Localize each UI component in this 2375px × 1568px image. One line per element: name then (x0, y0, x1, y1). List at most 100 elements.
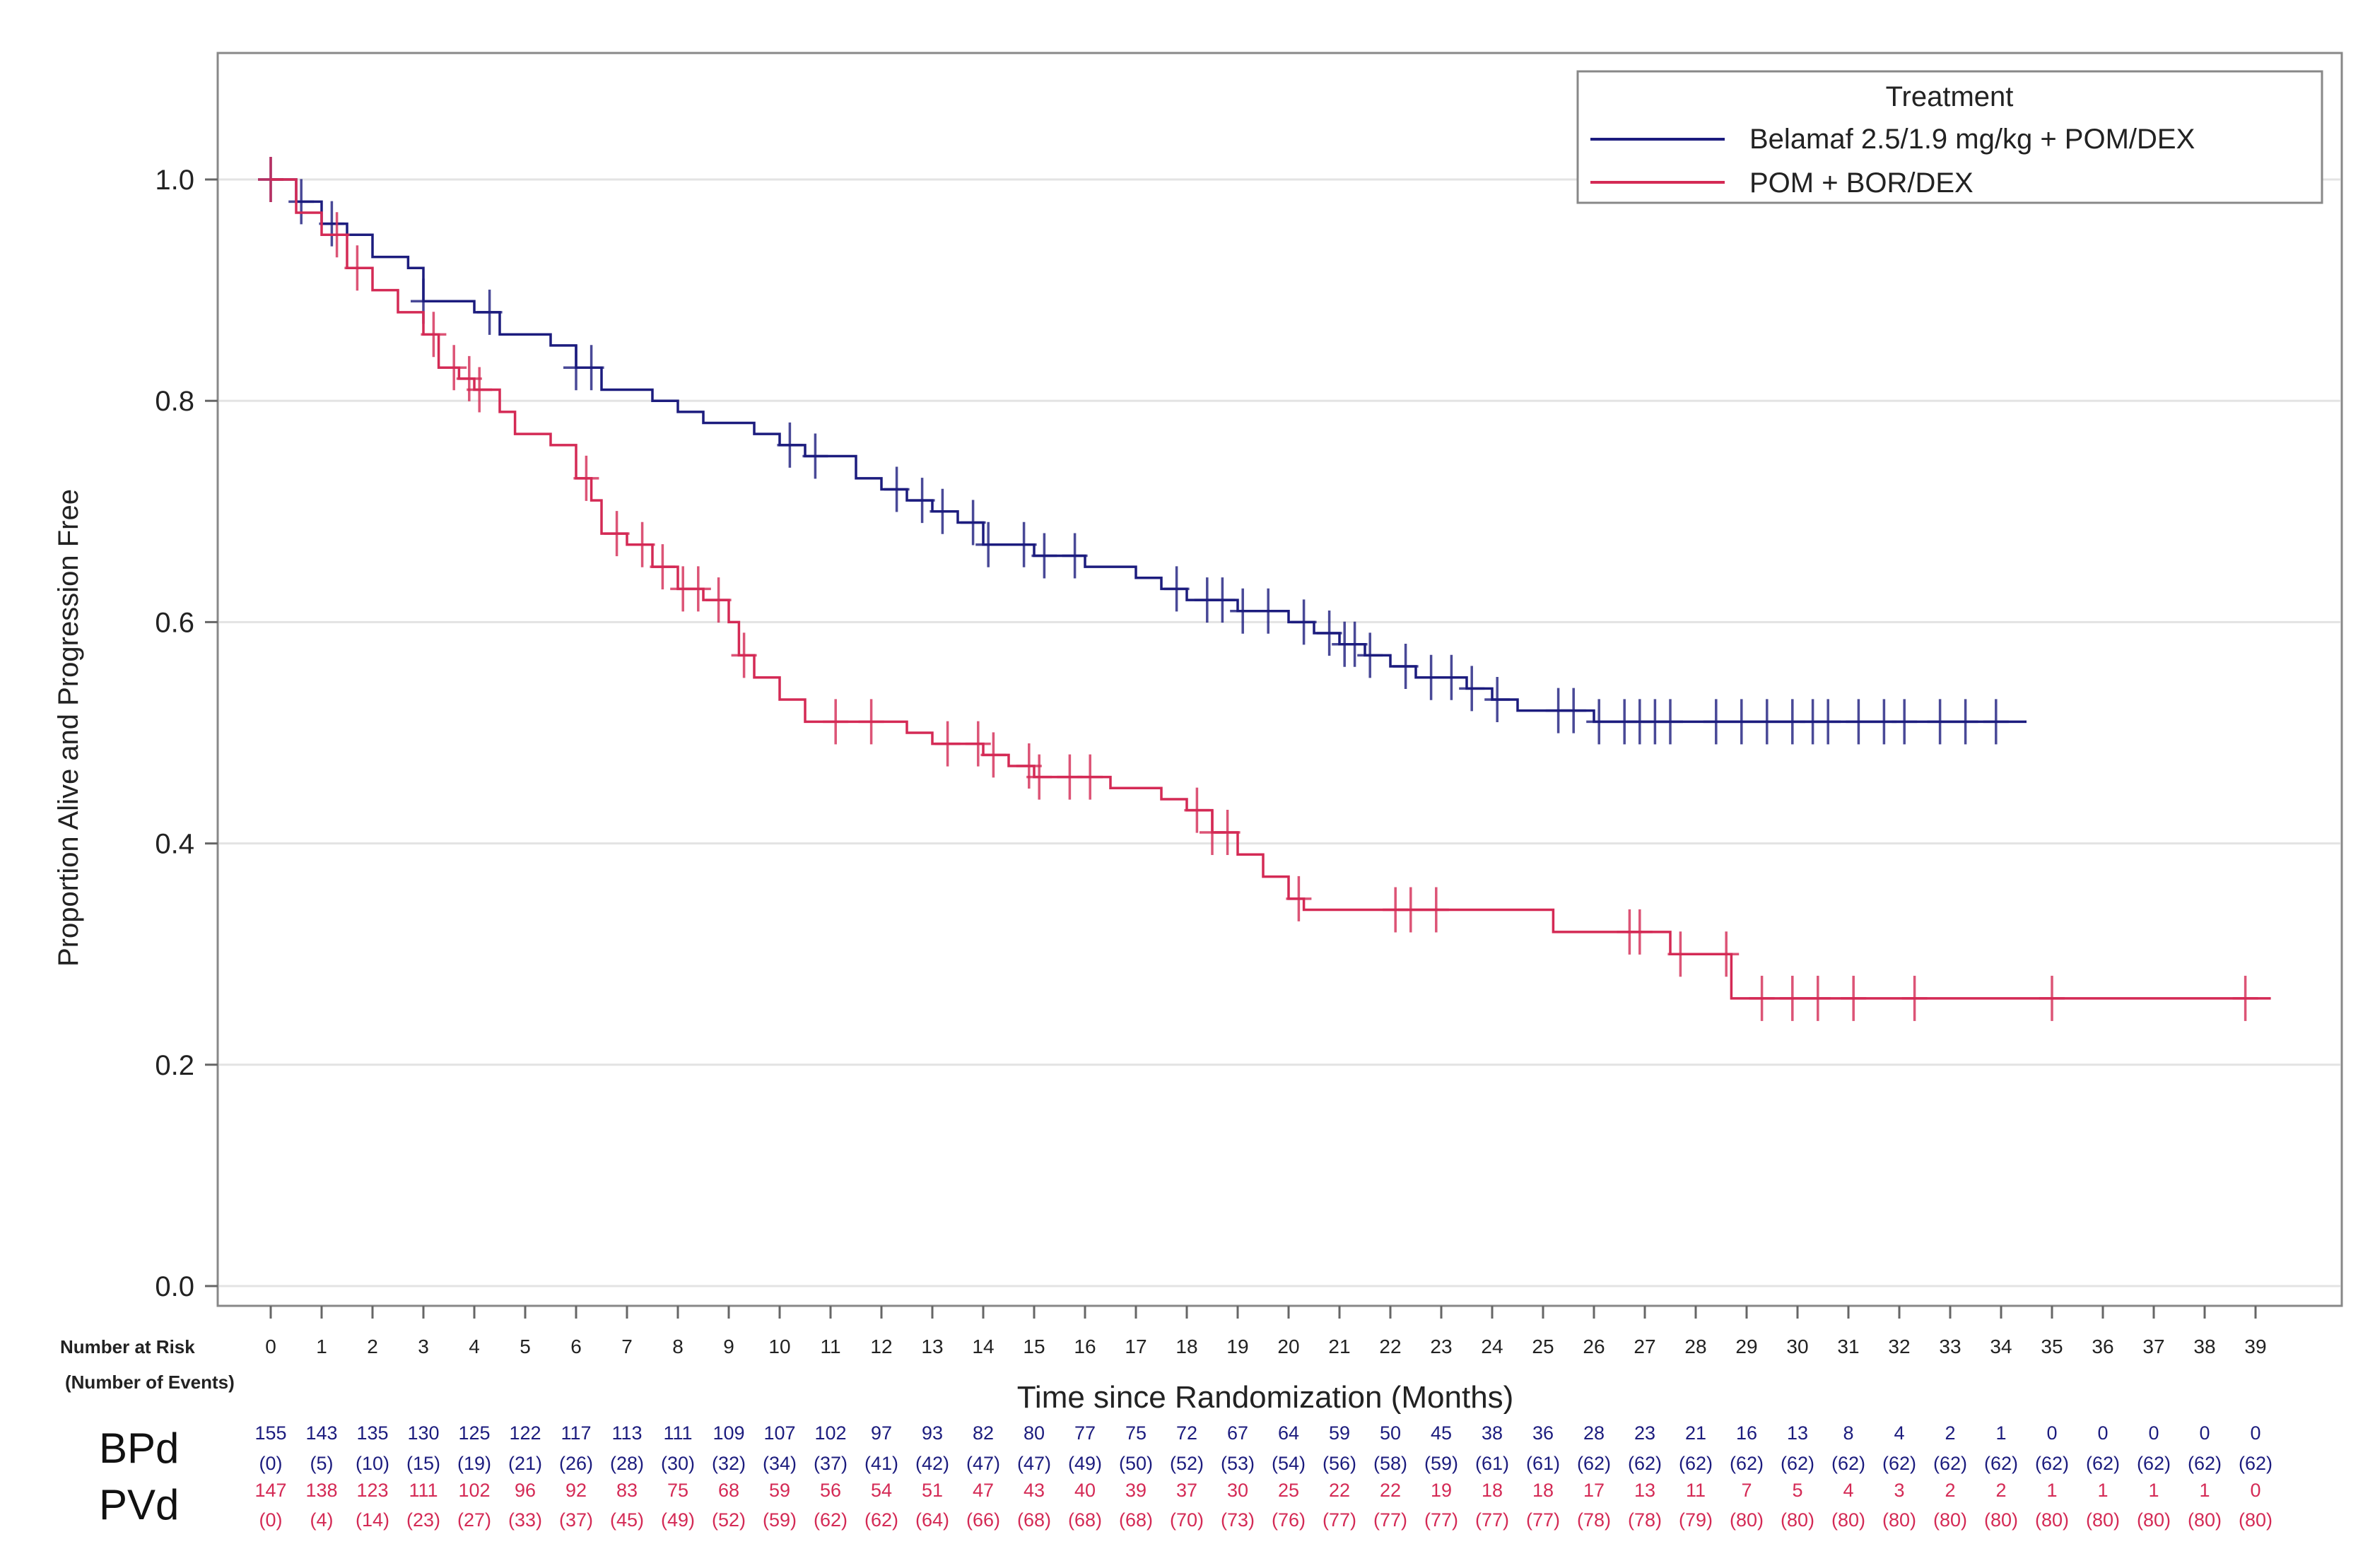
censor-mark (1031, 533, 1057, 579)
censor-mark (1779, 975, 1805, 1021)
censor-mark (344, 245, 370, 291)
risk-events: (70) (1170, 1509, 1204, 1531)
x-tick-label: 24 (1481, 1336, 1503, 1357)
risk-at-risk: 59 (769, 1480, 790, 1501)
risk-at-risk: 43 (1024, 1480, 1045, 1501)
x-tick-label: 16 (1074, 1336, 1096, 1357)
risk-at-risk: 17 (1583, 1480, 1605, 1501)
risk-events: (64) (915, 1509, 949, 1531)
risk-at-risk: 0 (2148, 1422, 2159, 1444)
censor-mark (1438, 654, 1465, 700)
risk-table-subheader: (Number of Events) (65, 1372, 235, 1393)
risk-at-risk: 0 (2046, 1422, 2057, 1444)
risk-at-risk: 138 (305, 1480, 337, 1501)
x-tick-label: 15 (1023, 1336, 1045, 1357)
x-tick-label: 14 (972, 1336, 994, 1357)
risk-at-risk: 11 (1686, 1480, 1706, 1501)
risk-events: (80) (1831, 1509, 1865, 1531)
risk-at-risk: 67 (1227, 1422, 1248, 1444)
x-tick-label: 36 (2092, 1336, 2113, 1357)
risk-events: (4) (310, 1509, 334, 1531)
censor-mark (629, 521, 655, 567)
risk-at-risk: 13 (1787, 1422, 1808, 1444)
x-tick-label: 21 (1328, 1336, 1350, 1357)
censor-mark (1892, 699, 1918, 745)
risk-events: (62) (864, 1509, 898, 1531)
censor-mark (1658, 699, 1683, 745)
x-tick-label: 2 (367, 1336, 378, 1357)
censor-mark (1815, 699, 1841, 745)
censor-mark (441, 345, 467, 391)
risk-at-risk: 96 (515, 1480, 536, 1501)
risk-events: (59) (1424, 1453, 1458, 1474)
censor-mark (1841, 975, 1867, 1021)
x-tick-label: 13 (921, 1336, 943, 1357)
risk-events: (21) (508, 1453, 542, 1474)
risk-events: (58) (1373, 1453, 1407, 1474)
risk-events: (14) (356, 1509, 389, 1531)
censor-mark (604, 511, 630, 557)
censor-mark (909, 478, 935, 524)
risk-at-risk: 1 (2148, 1480, 2159, 1501)
risk-at-risk: 107 (763, 1422, 795, 1444)
x-tick-label: 26 (1583, 1336, 1605, 1357)
risk-events: (80) (1882, 1509, 1916, 1531)
risk-events: (62) (2035, 1453, 2069, 1474)
risk-events: (47) (1017, 1453, 1051, 1474)
x-tick-label: 18 (1175, 1336, 1197, 1357)
risk-events: (80) (2086, 1509, 2120, 1531)
risk-at-risk: 111 (663, 1422, 692, 1444)
censor-mark (965, 721, 991, 767)
risk-at-risk: 143 (305, 1422, 337, 1444)
risk-events: (77) (1526, 1509, 1560, 1531)
censor-mark (1011, 521, 1037, 567)
risk-events: (68) (1119, 1509, 1153, 1531)
censor-mark (1209, 577, 1236, 623)
risk-events: (34) (763, 1453, 797, 1474)
censor-mark (685, 566, 711, 612)
risk-at-risk: 37 (1176, 1480, 1197, 1501)
risk-at-risk: 93 (922, 1422, 943, 1444)
risk-at-risk: 51 (922, 1480, 943, 1501)
risk-events: (0) (259, 1509, 283, 1531)
y-tick-label: 1.0 (155, 165, 194, 196)
censor-mark (975, 521, 1002, 567)
y-tick-label: 0.2 (155, 1050, 194, 1081)
censor-mark (288, 179, 315, 225)
x-tick-label: 33 (1939, 1336, 1961, 1357)
risk-events: (19) (457, 1453, 491, 1474)
censor-mark (1397, 887, 1424, 933)
risk-events: (0) (259, 1453, 283, 1474)
risk-events: (77) (1323, 1509, 1356, 1531)
censor-mark (1927, 699, 1953, 745)
x-tick-label: 23 (1430, 1336, 1452, 1357)
risk-at-risk: 83 (616, 1480, 638, 1501)
x-tick-label: 1 (316, 1336, 327, 1357)
risk-events: (10) (356, 1453, 389, 1474)
y-tick-label: 0.4 (155, 829, 194, 860)
censor-mark (467, 367, 493, 413)
censor-mark (421, 312, 447, 358)
censor-mark (934, 721, 961, 767)
legend-entry-pom: POM + BOR/DEX (1749, 167, 1974, 199)
risk-at-risk: 59 (1329, 1422, 1350, 1444)
risk-events: (62) (1679, 1453, 1713, 1474)
y-tick-label: 0.8 (155, 386, 194, 417)
censor-mark (319, 201, 345, 247)
x-tick-label: 12 (870, 1336, 892, 1357)
risk-events: (26) (559, 1453, 593, 1474)
risk-at-risk: 45 (1431, 1422, 1452, 1444)
censor-mark (2039, 975, 2065, 1021)
censor-mark (1062, 533, 1088, 579)
censor-mark (456, 355, 482, 401)
risk-at-risk: 111 (409, 1480, 438, 1501)
censor-mark (1667, 931, 1694, 977)
risk-events: (66) (966, 1509, 1000, 1531)
censor-mark (884, 466, 910, 512)
risk-events: (27) (457, 1509, 491, 1531)
risk-events: (62) (2188, 1453, 2222, 1474)
censor-mark (573, 455, 599, 501)
risk-events: (23) (406, 1509, 440, 1531)
risk-events: (54) (1272, 1453, 1306, 1474)
risk-events: (52) (712, 1509, 746, 1531)
